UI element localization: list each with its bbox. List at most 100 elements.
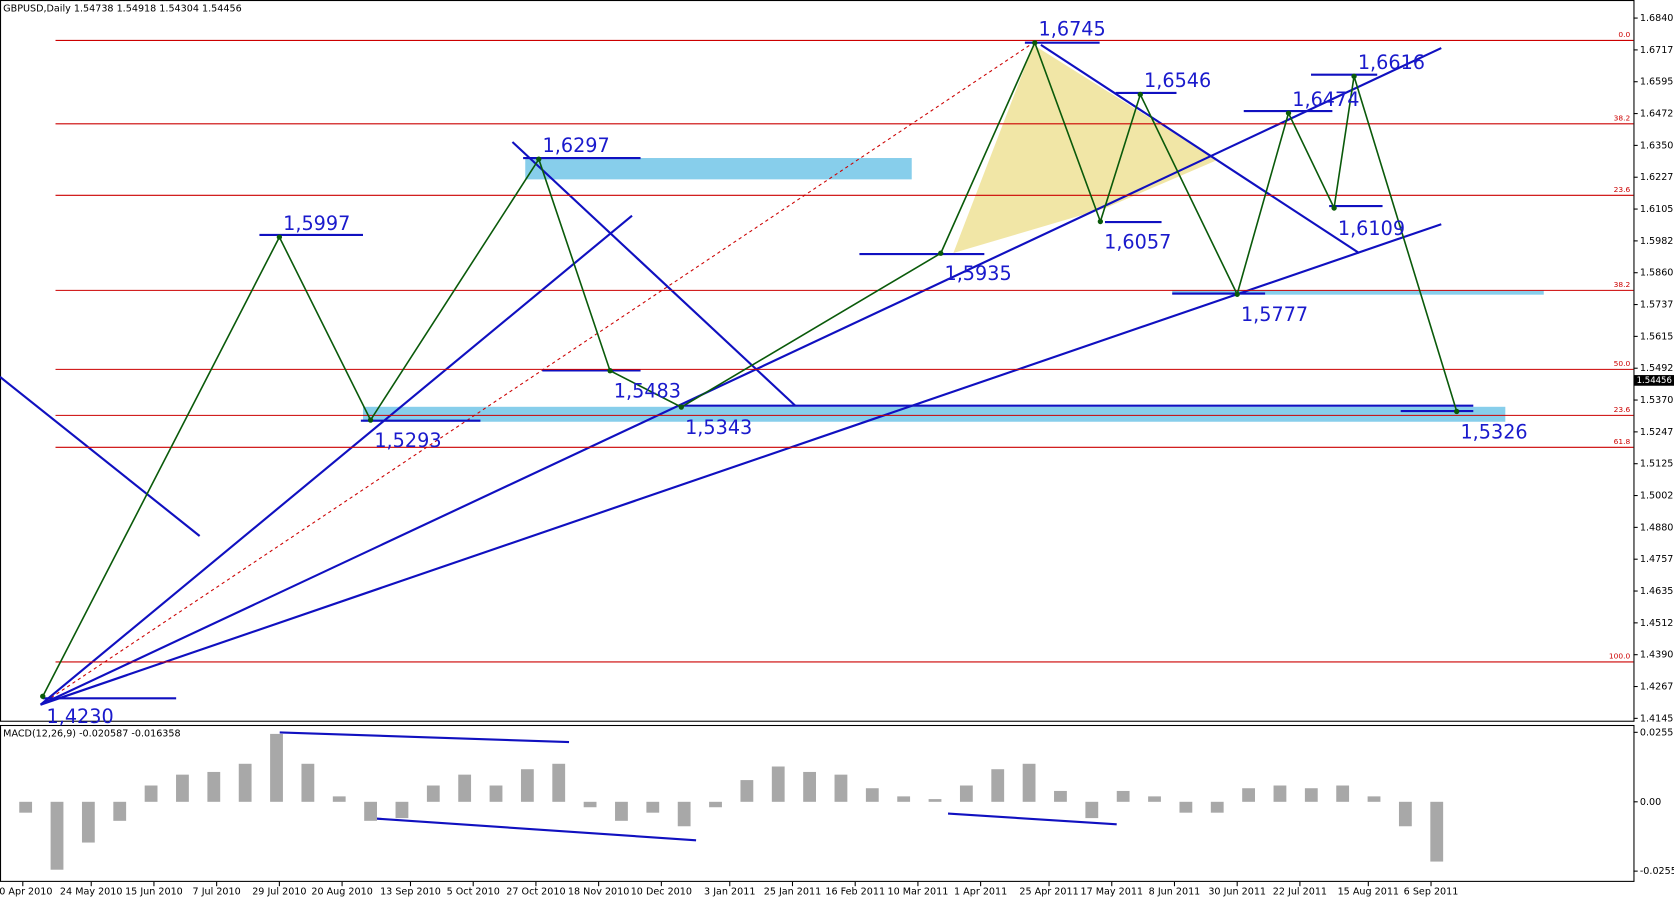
swing-label: 1,6616 (1358, 51, 1425, 74)
swing-label: 1,5777 (1241, 303, 1308, 326)
x-tick-label: 15 Aug 2011 (1338, 887, 1399, 898)
x-tick-label: 15 Jun 2010 (125, 887, 183, 898)
macd-bar (1210, 801, 1224, 813)
macd-bar (1398, 801, 1412, 827)
swing-point (536, 156, 542, 162)
trendline (511, 141, 797, 407)
fib-label: 50.0 (1614, 359, 1631, 368)
x-tick-label: 30 Apr 2010 (0, 887, 52, 898)
macd-bar (19, 801, 33, 813)
macd-bar (959, 785, 973, 802)
swing-point (40, 693, 46, 699)
divergence-line (365, 816, 697, 842)
macd-bar (834, 774, 848, 802)
swing-label: 1,4230 (47, 705, 114, 728)
swing-label: 1,6474 (1292, 88, 1359, 111)
swing-label: 1,5343 (685, 416, 752, 439)
macd-bar (865, 788, 879, 802)
swing-point (1097, 218, 1104, 225)
chart-title: GBPUSD,Daily 1.54738 1.54918 1.54304 1.5… (3, 4, 242, 15)
swing-point (1137, 91, 1143, 98)
x-tick-label: 27 Oct 2010 (506, 887, 565, 898)
fib-label: 61.8 (1614, 437, 1631, 446)
x-tick-label: 3 Jan 2011 (704, 887, 755, 898)
y-tick-label: 1.58600 (1640, 268, 1674, 279)
swing-label: 1,6297 (543, 134, 610, 157)
fib-label: 100.0 (1609, 652, 1631, 661)
fib-label: 23.6 (1614, 405, 1631, 414)
macd-bar (928, 799, 942, 802)
support-zone (1172, 290, 1544, 295)
trendlines (0, 41, 1474, 842)
swing-point (1454, 408, 1460, 415)
macd-bar (1336, 785, 1350, 802)
macd-bar (207, 771, 221, 802)
macd-bar (1304, 788, 1318, 802)
x-tick-label: 22 Jul 2011 (1273, 887, 1327, 898)
x-tick-label: 30 Jun 2011 (1208, 887, 1266, 898)
y-tick-label: 1.62275 (1640, 172, 1674, 183)
macd-bar (1022, 763, 1036, 802)
macd-bar (458, 774, 472, 802)
macd-bar (677, 801, 691, 827)
swing-label: 1,5935 (944, 262, 1011, 285)
x-tick-label: 10 Mar 2011 (888, 887, 949, 898)
resistance-zone (525, 158, 912, 180)
y-tick-label: 1.63500 (1640, 140, 1674, 151)
macd-bar (1116, 790, 1130, 802)
swing-label: 1,6546 (1144, 69, 1211, 92)
macd-bar (489, 785, 503, 802)
support-zone (362, 406, 1506, 422)
y-tick-label: 1.68400 (1640, 13, 1674, 24)
y-tick-label: 1.57375 (1640, 300, 1674, 311)
swing-point (1351, 73, 1357, 79)
x-tick-label: 8 Jun 2011 (1149, 887, 1201, 898)
swing-label: 1,5326 (1460, 420, 1527, 443)
price-box-label: 1.54456 (1637, 376, 1672, 386)
swing-point (1285, 110, 1292, 116)
swing-point (367, 417, 374, 423)
y-tick-label: 1.47575 (1640, 554, 1674, 565)
swing-label: 1,6057 (1104, 230, 1171, 253)
macd-bar (740, 780, 754, 802)
x-tick-label: 25 Jan 2011 (764, 887, 822, 898)
macd-bar (520, 769, 534, 802)
x-tick-label: 17 May 2011 (1080, 887, 1143, 898)
swing-label: 1,6745 (1039, 17, 1106, 40)
x-tick-label: 13 Sep 2010 (380, 887, 441, 898)
y-tick-label: 1.61050 (1640, 204, 1674, 215)
trendline (40, 47, 1442, 706)
swing-label: 1,5483 (614, 380, 681, 403)
swing-point (276, 234, 283, 240)
trendline (40, 223, 1442, 706)
macd-bar (113, 801, 127, 821)
fib-label: 0.0 (1618, 30, 1630, 39)
swing-point (1331, 205, 1337, 211)
swing-point (607, 368, 613, 374)
y-tick-label: 0.025583 (1640, 727, 1674, 738)
macd-bar (1242, 788, 1255, 802)
macd-bar (1054, 790, 1067, 802)
swing-point (938, 250, 944, 256)
macd-bar (176, 774, 189, 802)
swing-point (1032, 40, 1038, 46)
macd-panel (0, 724, 1635, 882)
triangle-pattern (953, 44, 1218, 254)
x-tick-label: 20 Aug 2010 (311, 887, 372, 898)
y-tick-label: 1.51250 (1640, 459, 1674, 470)
macd-bar (803, 771, 816, 802)
macd-bar (552, 763, 566, 802)
macd-bar (1430, 801, 1444, 862)
y-tick-label: 1.50025 (1640, 491, 1674, 502)
macd-bar (583, 801, 597, 808)
fib-label: 38.2 (1614, 280, 1631, 289)
y-tick-label: 1.67175 (1640, 45, 1674, 56)
y-tick-label: 1.46350 (1640, 586, 1674, 597)
macd-bar (1085, 801, 1099, 819)
y-tick-label: 1.42675 (1640, 682, 1674, 693)
divergence-line (947, 812, 1117, 826)
x-tick-label: 10 Dec 2010 (631, 887, 692, 898)
macd-bar (897, 796, 911, 802)
